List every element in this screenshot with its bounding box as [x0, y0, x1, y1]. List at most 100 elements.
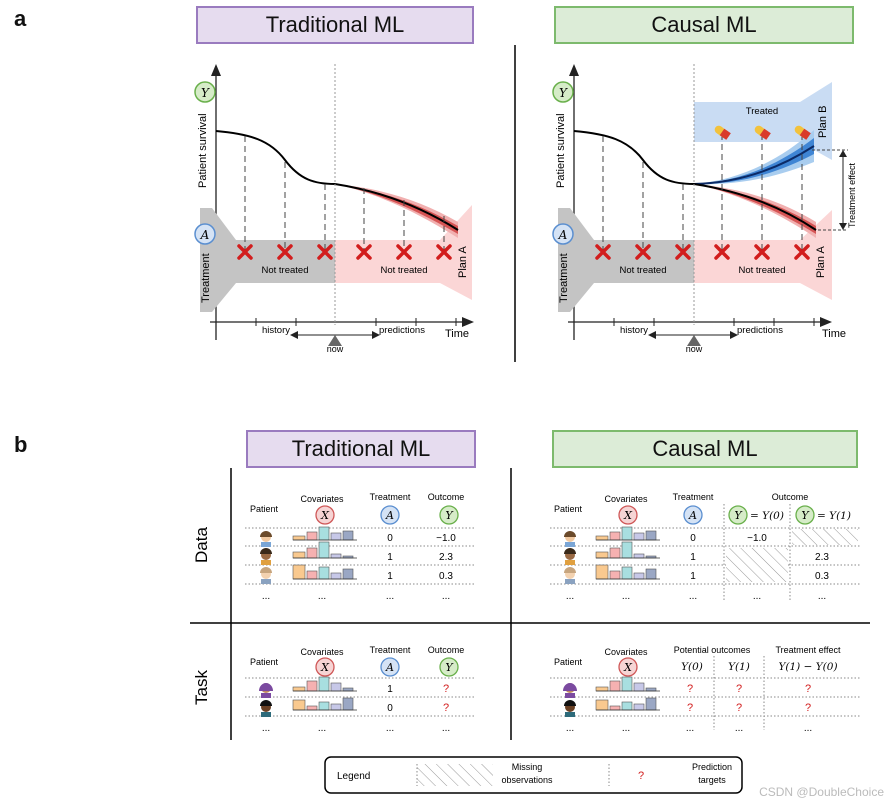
causal-task-y1-1: ? — [736, 702, 742, 714]
prediction-fan — [335, 184, 458, 238]
y-symbol-y1: Y — [801, 509, 810, 522]
header-outcome-causal: Outcome — [772, 492, 809, 502]
y-symbol: Y — [201, 86, 210, 100]
causal-task-effect-1: ? — [805, 702, 811, 714]
now-marker — [328, 335, 342, 346]
plan-a-label-causal: Plan A — [815, 246, 827, 278]
ellipsis: ... — [686, 723, 694, 734]
ellipsis: ... — [262, 723, 270, 734]
plan-a-fan — [694, 184, 816, 238]
task-header-patient: Patient — [250, 657, 279, 667]
legend-question: ? — [638, 770, 644, 782]
trad-treatment-2: 1 — [387, 571, 393, 582]
not-treated-history-band — [200, 208, 335, 312]
task-header-patient-causal: Patient — [554, 657, 583, 667]
a-symbol: A — [200, 228, 210, 242]
a-symbol-causal: A — [558, 228, 568, 242]
predictions-label-causal: predictions — [737, 325, 783, 336]
ellipsis: ... — [386, 591, 394, 602]
history-label: history — [262, 325, 290, 336]
causal-plot — [552, 64, 848, 346]
y-symbol-task: Y — [445, 661, 454, 674]
trad-task-treatment-1: 0 — [387, 703, 393, 714]
now-label: now — [327, 344, 344, 354]
ellipsis: ... — [735, 723, 743, 734]
row-task-label: Task — [192, 670, 211, 705]
treated-band — [694, 82, 832, 160]
time-label: Time — [445, 328, 469, 340]
panel-a-causal-title: Causal ML — [554, 6, 854, 44]
plan-a-label: Plan A — [457, 246, 469, 278]
task-header-covariates-causal: Covariates — [604, 647, 648, 657]
not-treated-label-2: Not treated — [381, 265, 428, 276]
task-header-treatment: Treatment — [370, 645, 411, 655]
panel-a-traditional-title: Traditional ML — [196, 6, 474, 44]
a-symbol-task: A — [385, 661, 394, 674]
task-header-outcome: Outcome — [428, 645, 465, 655]
legend-pred-2: targets — [698, 775, 726, 785]
not-treated-label-causal-1: Not treated — [620, 265, 667, 276]
eq-y1: = Y(1) — [817, 510, 851, 522]
treated-label: Treated — [746, 106, 778, 117]
causal-task-y0-1: ? — [687, 702, 693, 714]
trad-task-treatment-0: 1 — [387, 684, 393, 695]
task-header-effect: Treatment effect — [775, 645, 841, 655]
treatment-effect-label: Treatment effect — [847, 162, 857, 228]
panel-a-letter: a — [14, 6, 27, 31]
header-treatment-causal: Treatment — [673, 492, 714, 502]
header-covariates: Covariates — [300, 494, 344, 504]
watermark: CSDN @DoubleChoice — [759, 785, 884, 799]
ellipsis: ... — [318, 591, 326, 602]
row-data-label: Data — [192, 527, 211, 563]
not-treated-label-1: Not treated — [262, 265, 309, 276]
x-symbol-task: X — [320, 661, 330, 674]
x-symbol-task-causal: X — [623, 661, 633, 674]
traditional-plot — [194, 64, 474, 346]
trad-outcome-1: 2.3 — [439, 552, 453, 563]
y-axis-label-causal: Patient survival — [555, 113, 567, 188]
task-header-covariates: Covariates — [300, 647, 344, 657]
y-symbol-y0: Y — [734, 509, 743, 522]
ellipsis: ... — [566, 591, 574, 602]
history-curve — [215, 130, 336, 185]
legend-hatch — [417, 764, 493, 786]
ellipsis: ... — [566, 723, 574, 734]
legend-missing-1: Missing — [512, 762, 543, 772]
time-label-causal: Time — [822, 328, 846, 340]
ellipsis: ... — [818, 591, 826, 602]
ellipsis: ... — [262, 591, 270, 602]
causal-y1-1: 2.3 — [815, 552, 829, 563]
x-symbol: X — [320, 509, 330, 522]
predictions-label: predictions — [379, 325, 425, 336]
po-effect: Y(1) − Y(0) — [778, 661, 837, 673]
ellipsis: ... — [442, 723, 450, 734]
legend-pred-1: Prediction — [692, 762, 732, 772]
missing-cells-y0 — [726, 548, 788, 582]
header-covariates-causal: Covariates — [604, 494, 648, 504]
trad-outcome-2: 0.3 — [439, 571, 453, 582]
legend-missing-2: observations — [501, 775, 553, 785]
y-symbol-b: Y — [445, 509, 454, 522]
ellipsis: ... — [622, 591, 630, 602]
header-patient-causal: Patient — [554, 504, 583, 514]
causal-task-effect-0: ? — [805, 683, 811, 695]
ellipsis: ... — [804, 723, 812, 734]
causal-treatment-1: 1 — [690, 552, 696, 563]
panel-b-letter: b — [14, 432, 28, 457]
now-label-causal: now — [686, 344, 703, 354]
trad-task-q-1: ? — [443, 702, 449, 714]
trad-treatment-0: 0 — [387, 533, 393, 544]
po-y0: Y(0) — [681, 661, 703, 673]
covariate-bars — [292, 526, 660, 711]
panel-b-traditional-title: Traditional ML — [246, 430, 476, 468]
eq-y0: = Y(0) — [750, 510, 784, 522]
po-y1: Y(1) — [728, 661, 750, 673]
not-treated-label-causal-2: Not treated — [739, 265, 786, 276]
history-label-causal: history — [620, 325, 648, 336]
patient-avatars — [259, 531, 577, 717]
a-symbol-circle — [194, 223, 216, 245]
causal-task-y0-0: ? — [687, 683, 693, 695]
treatment-label: Treatment — [200, 253, 212, 303]
ellipsis: ... — [753, 591, 761, 602]
